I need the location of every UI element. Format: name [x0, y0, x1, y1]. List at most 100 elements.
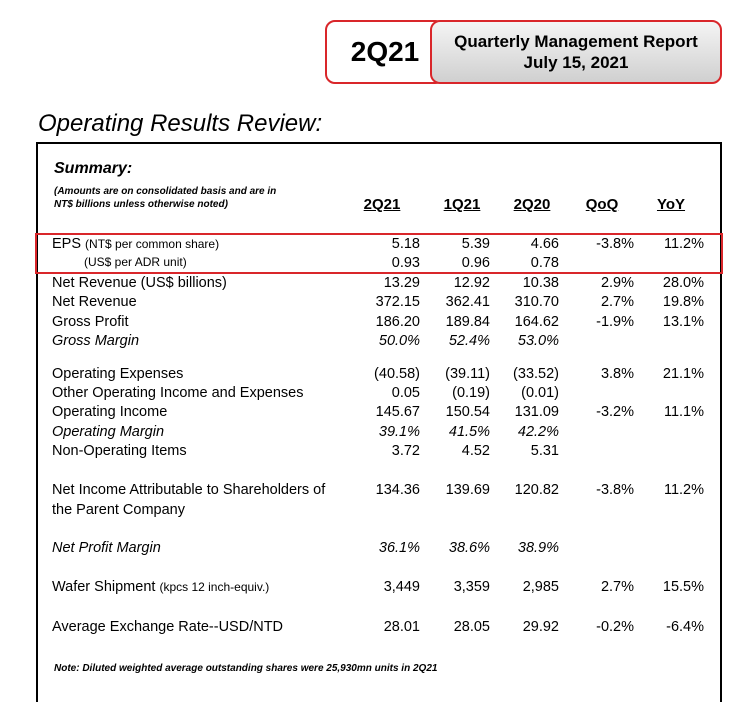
cell: 189.84 — [445, 314, 490, 330]
cell: 13.29 — [383, 275, 420, 291]
cell: 15.5% — [662, 579, 704, 595]
cell: 145.67 — [375, 404, 420, 420]
cell: (0.19) — [452, 385, 490, 401]
eps-usd-row: (US$ per ADR unit) 0.93 0.96 0.78 — [0, 255, 740, 275]
table-row: Net Revenue (US$ billions) 13.29 12.92 10.3… — [0, 275, 740, 295]
row-label-line2: the Parent Company — [52, 502, 185, 518]
cell: 53.0% — [517, 333, 559, 349]
row-label-text: Non-Operating Items — [52, 443, 187, 459]
table-row: Net Revenue 372.15 362.41 310.70 2.7% 19.8% — [0, 294, 740, 314]
quarter-label: 2Q21 — [350, 36, 420, 67]
cell: 19.8% — [662, 294, 704, 310]
amounts-note-line2: NT$ billions unless otherwise noted) — [54, 199, 228, 210]
cell: 11.2% — [663, 482, 704, 498]
cell: 4.52 — [461, 443, 490, 459]
col-header-1q21: 1Q21 — [443, 196, 481, 213]
eps-highlight-box — [35, 233, 723, 274]
cell: 12.92 — [453, 275, 490, 291]
cell: 0.78 — [530, 255, 559, 271]
cell: 42.2% — [517, 424, 559, 440]
eps-ntd-row: EPS (NT$ per common share) 5.18 5.39 4.6… — [0, 236, 740, 256]
report-title: Quarterly Management Report — [454, 32, 698, 51]
col-header-2q20: 2Q20 — [513, 196, 551, 213]
eps-usd-sub-label: (US$ per ADR unit) — [84, 255, 187, 269]
cell: 13.1% — [662, 314, 704, 330]
eps-main-label: EPS — [52, 236, 82, 252]
cell: 5.39 — [461, 236, 490, 252]
cell: 28.0% — [662, 275, 704, 291]
summary-title: Summary: — [54, 160, 133, 177]
col-header-yoy: YoY — [656, 196, 686, 213]
cell: 120.82 — [514, 482, 559, 498]
footnote: Note: Diluted weighted average outstandi… — [54, 663, 438, 674]
amounts-note: (Amounts are on consolidated basis and a… — [54, 185, 334, 211]
cell: 38.9% — [517, 540, 559, 556]
row-label: Non-Operating Items — [52, 443, 187, 459]
col-header-2q21: 2Q21 — [363, 196, 401, 213]
row-label: Gross Margin — [52, 333, 139, 349]
amounts-note-line1: (Amounts are on consolidated basis and a… — [54, 186, 277, 197]
cell: (40.58) — [374, 366, 420, 382]
col-header-qoq: QoQ — [585, 196, 619, 213]
cell: 139.69 — [445, 482, 490, 498]
cell: 5.18 — [391, 236, 420, 252]
cell: 10.38 — [522, 275, 559, 291]
row-label: Average Exchange Rate--USD/NTD — [52, 619, 283, 635]
row-label-text: Wafer Shipment — [52, 579, 156, 595]
row-label: Net Revenue — [52, 294, 137, 310]
row-label-text: Other Operating Income and Expenses — [52, 385, 304, 401]
table-row: Net Income Attributable to Shareholders … — [0, 482, 740, 518]
row-label: Gross Profit — [52, 314, 129, 330]
cell: 134.36 — [375, 482, 420, 498]
cell: 164.62 — [514, 314, 559, 330]
table-row: Gross Profit 186.20 189.84 164.62 -1.9% 13.1% — [0, 314, 740, 334]
section-title: Operating Results Review: — [38, 110, 323, 137]
cell: -3.8% — [596, 236, 634, 252]
cell: (0.01) — [521, 385, 559, 401]
cell: -3.2% — [596, 404, 634, 420]
cell: 4.66 — [530, 236, 559, 252]
cell: 29.92 — [522, 619, 559, 635]
cell: 11.1% — [663, 404, 704, 420]
row-label: Other Operating Income and Expenses — [52, 385, 303, 401]
results-table-frame — [36, 142, 722, 702]
row-label: Net Income Attributable to Shareholders … — [52, 482, 325, 498]
table-row: Operating Income 145.67 150.54 131.09 -3.2% 1… — [0, 404, 740, 424]
cell: 52.4% — [448, 333, 490, 349]
table-row: Other Operating Income and Expenses 0.05 (… — [0, 385, 740, 405]
cell: 41.5% — [448, 424, 490, 440]
cell: 2.7% — [600, 294, 634, 310]
row-label: Operating Expenses — [52, 366, 183, 382]
row-label-text: Operating Margin — [52, 424, 165, 440]
row-label-text: Net Profit Margin — [52, 540, 161, 556]
cell: 38.6% — [448, 540, 490, 556]
cell: 3,359 — [453, 579, 490, 595]
cell: 21.1% — [662, 366, 704, 382]
table-row: Operating Expenses (40.58) (39.11) (33.52) 3… — [0, 366, 740, 386]
cell: (33.52) — [513, 366, 559, 382]
table-row: Operating Margin 39.1% 41.5% 42.2% — [0, 424, 740, 444]
row-label: Wafer Shipment (kpcs 12 inch-equiv.) — [52, 579, 269, 595]
table-row: Net Profit Margin 36.1% 38.6% 38.9% — [0, 540, 740, 560]
row-label-text: Net Revenue — [52, 294, 137, 310]
cell: 0.05 — [391, 385, 420, 401]
cell: 50.0% — [378, 333, 420, 349]
row-label-text: Net Income Attributable to Shareholders … — [52, 482, 326, 498]
row-label-text: Operating Expenses — [52, 366, 184, 382]
eps-label: EPS (NT$ per common share) — [52, 236, 219, 252]
cell: 186.20 — [375, 314, 420, 330]
cell: 310.70 — [514, 294, 559, 310]
row-label-text: Gross Profit — [52, 314, 129, 330]
cell: 2,985 — [522, 579, 559, 595]
cell: 3,449 — [383, 579, 420, 595]
cell: 372.15 — [375, 294, 420, 310]
cell: 11.2% — [663, 236, 704, 252]
cell: 3.72 — [391, 443, 420, 459]
row-label-sub: (kpcs 12 inch-equiv.) — [159, 580, 270, 594]
cell: (39.11) — [445, 366, 490, 382]
row-label-text: Average Exchange Rate--USD/NTD — [52, 619, 284, 635]
cell: 131.09 — [514, 404, 559, 420]
table-row: Non-Operating Items 3.72 4.52 5.31 — [0, 443, 740, 463]
cell: -0.2% — [596, 619, 634, 635]
cell: 2.7% — [600, 579, 634, 595]
